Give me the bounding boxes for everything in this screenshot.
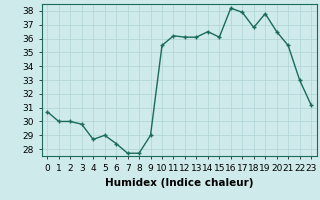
- X-axis label: Humidex (Indice chaleur): Humidex (Indice chaleur): [105, 178, 253, 188]
